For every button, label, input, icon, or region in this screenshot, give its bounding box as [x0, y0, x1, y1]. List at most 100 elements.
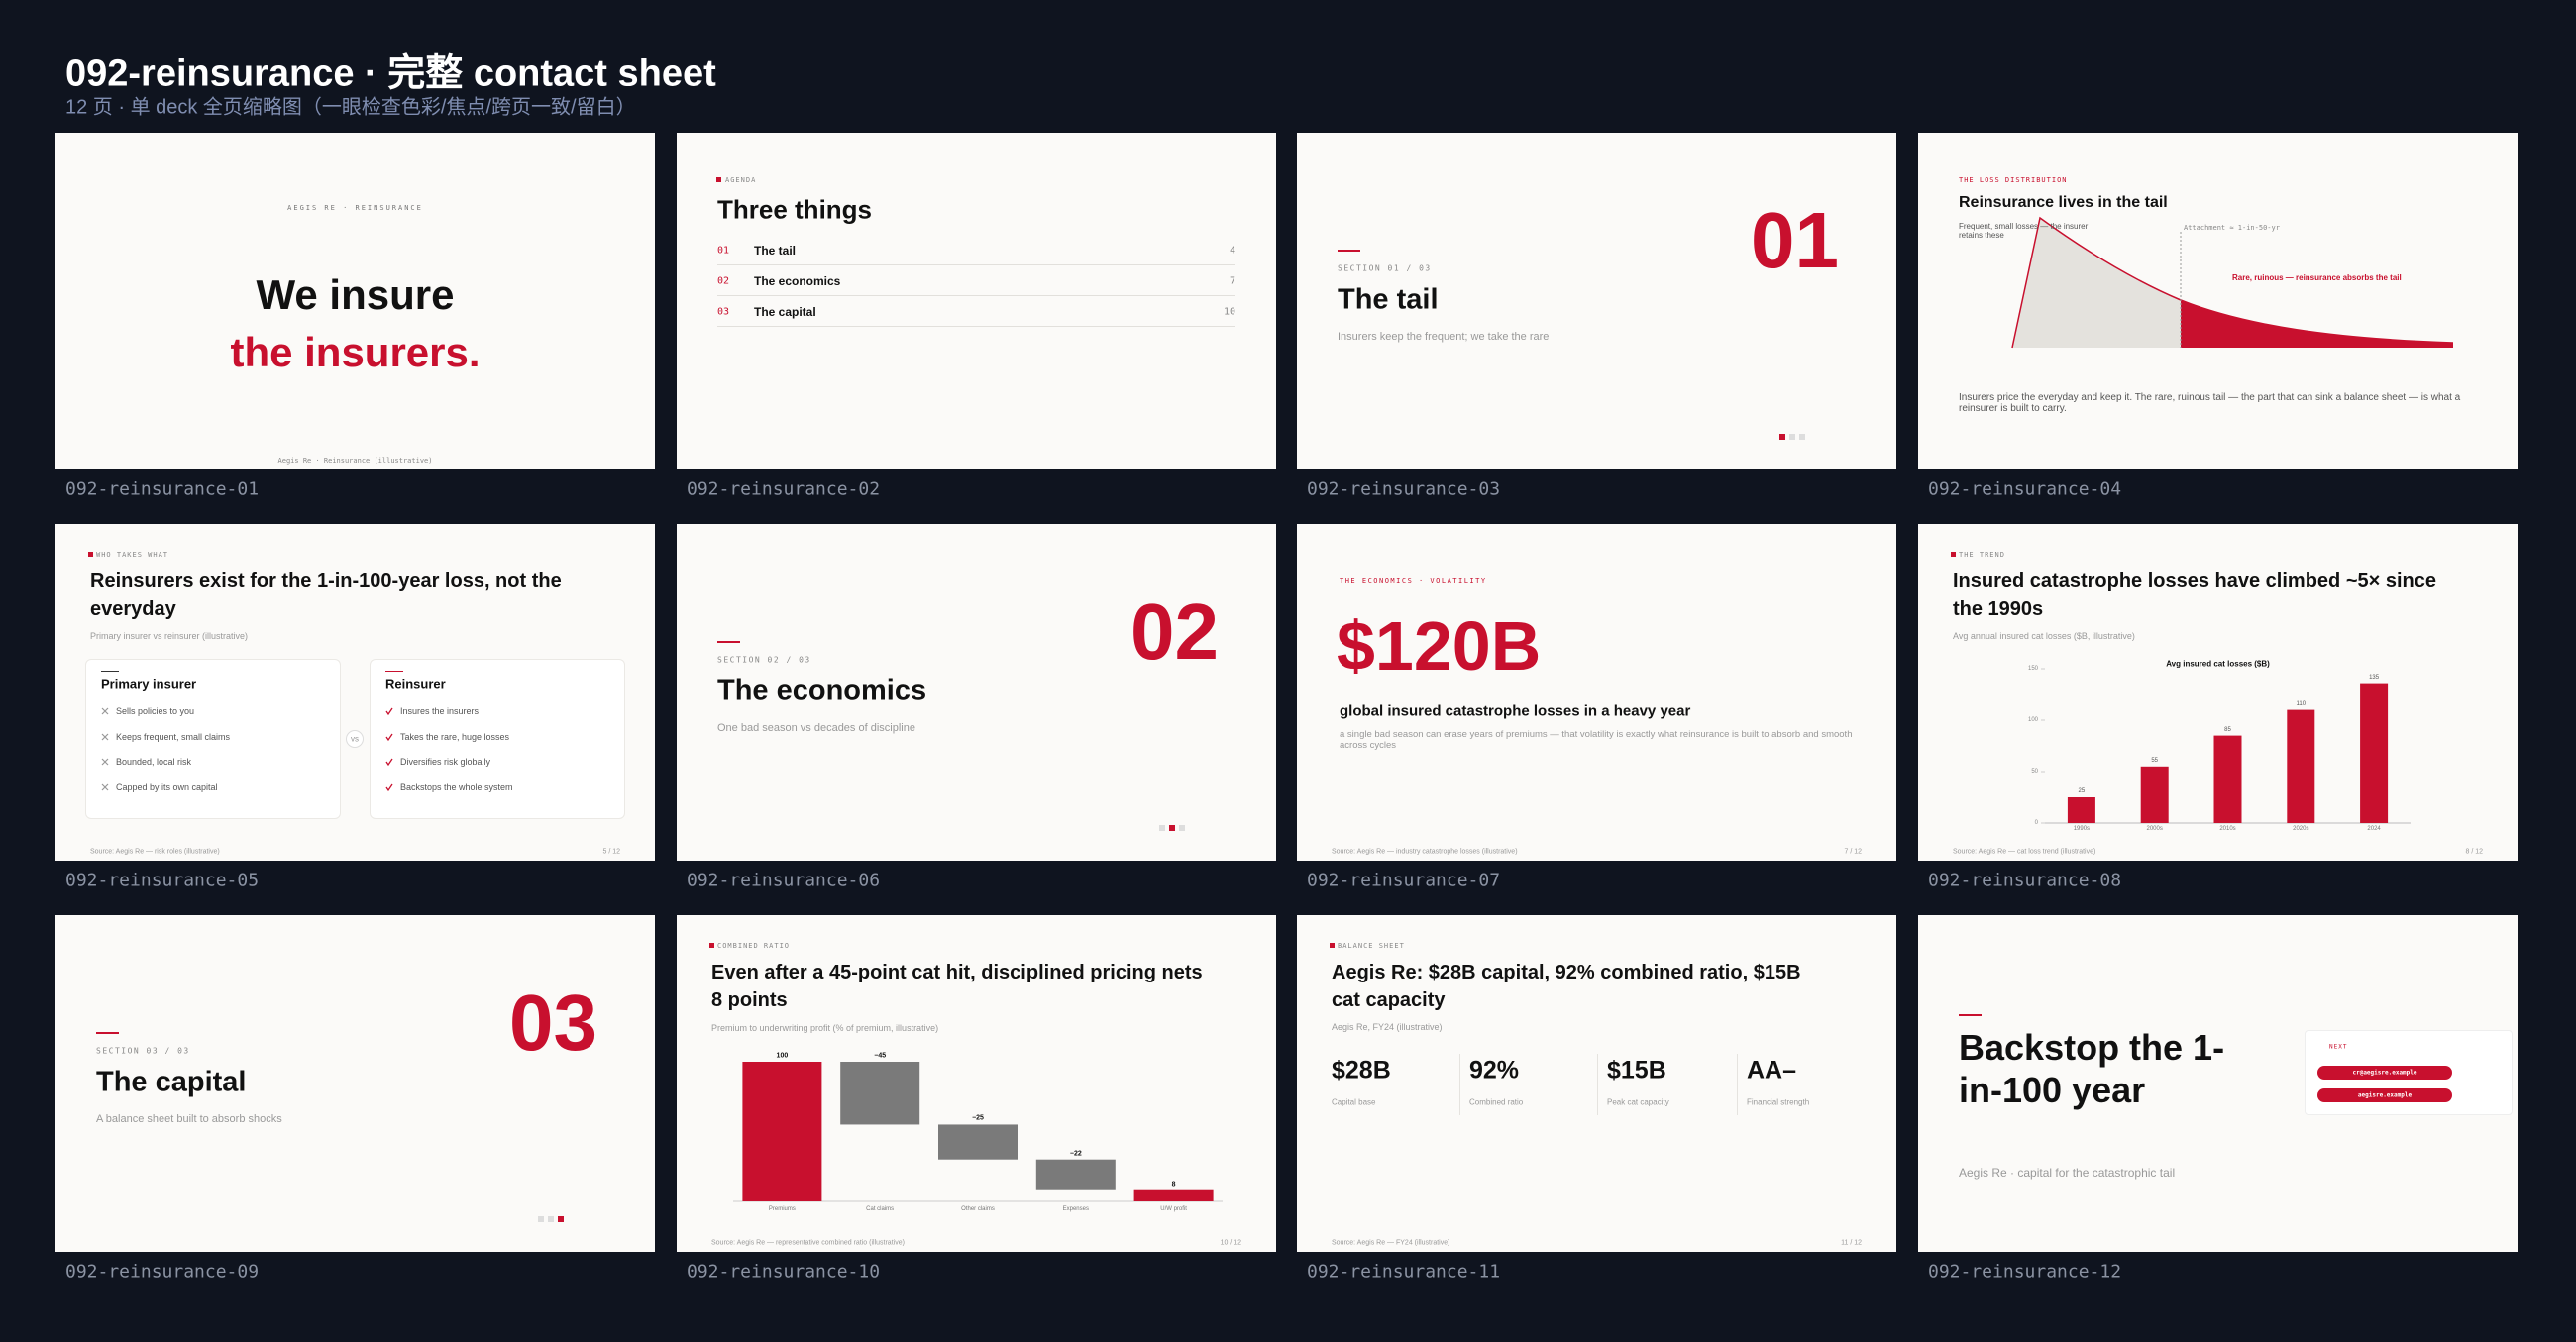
footer: Source: Aegis Re — industry catastrophe …	[1332, 848, 1518, 856]
section-number: 01	[1751, 196, 1839, 284]
bar	[742, 1062, 822, 1201]
x-tick-label: 2000s	[2146, 826, 2163, 832]
chart-title: Avg insured cat losses ($B)	[2166, 659, 2270, 669]
slide-label: 092-reinsurance-01	[65, 478, 260, 500]
check	[385, 733, 393, 741]
card-accent	[385, 671, 403, 672]
stat-divider	[1597, 1054, 1598, 1115]
title: Three things	[717, 194, 873, 225]
title: the insurers.	[230, 329, 481, 375]
next-label: NEXT	[2329, 1043, 2348, 1051]
headline: global insured catastrophe losses in a h…	[1340, 702, 1691, 720]
progress-dot	[1159, 825, 1165, 831]
kicker: AGENDA	[725, 176, 757, 184]
slide-label: 092-reinsurance-02	[687, 478, 881, 500]
subtitle: A balance sheet built to absorb shocks	[96, 1113, 282, 1125]
x-tick-label: 2010s	[2219, 826, 2236, 832]
bar	[1035, 1159, 1116, 1190]
title: Even after a 45-point cat hit, disciplin…	[711, 962, 1203, 1011]
x-tick-label: Premiums	[768, 1206, 796, 1212]
subtitle: One bad season vs decades of discipline	[717, 722, 915, 734]
y-tick-label: 0	[2034, 820, 2038, 826]
stat-divider	[1459, 1054, 1460, 1115]
link-button[interactable]: aegisre.example	[2317, 1088, 2452, 1102]
footer: Aegis Re · Reinsurance (illustrative)	[277, 457, 433, 465]
card-item: Bounded, local risk	[116, 757, 192, 767]
slide: COMBINED RATIO Even after a 45-point cat …	[677, 915, 1276, 1252]
slide-label: 092-reinsurance-04	[1928, 478, 2122, 500]
accent-line	[717, 641, 740, 643]
slide: AGENDA Three things 01 The tail 4 02 The econo…	[677, 133, 1276, 469]
cross	[101, 783, 109, 790]
title: We insure	[256, 271, 455, 318]
card	[85, 659, 341, 819]
section-label: SECTION 01 / 03	[1338, 263, 1432, 273]
title: The tail	[1338, 283, 1439, 316]
card-item: Diversifies risk globally	[400, 757, 491, 767]
graphic	[2011, 216, 2454, 349]
item-page: 10	[1223, 306, 1235, 318]
body: a single bad season can erase years of p…	[1340, 729, 1853, 751]
cross	[101, 707, 109, 715]
footer: Source: Aegis Re — FY24 (illustrative)	[1332, 1239, 1450, 1247]
page-number: 5 / 12	[602, 848, 620, 856]
check	[385, 783, 393, 791]
item-text: The capital	[754, 305, 816, 319]
versus-circle	[346, 730, 364, 748]
x-tick-label: 1990s	[2073, 826, 2091, 832]
card-item: Capped by its own capital	[116, 781, 218, 792]
kicker: BALANCE SHEET	[1338, 942, 1405, 950]
kicker: THE TREND	[1959, 551, 2005, 559]
graphic	[733, 1062, 1223, 1202]
title: Reinsurers exist for the 1-in-100-year l…	[90, 570, 562, 620]
accent-line	[96, 1032, 119, 1034]
subtitle: Aegis Re, FY24 (illustrative)	[1332, 1022, 1443, 1032]
separator	[717, 264, 1235, 265]
bar	[2360, 683, 2389, 823]
progress-dot	[1779, 434, 1785, 440]
page-number: 10 / 12	[1220, 1239, 1241, 1247]
y-tick-label: 100	[2027, 717, 2038, 723]
page-number: 7 / 12	[1844, 848, 1862, 856]
progress-dot	[538, 1216, 544, 1222]
kicker-marker	[716, 177, 721, 182]
cross-icon	[101, 733, 109, 740]
section-label: SECTION 03 / 03	[96, 1046, 190, 1056]
slide-label: 092-reinsurance-06	[687, 870, 881, 891]
bar	[1133, 1189, 1214, 1201]
value-label: 55	[2151, 757, 2159, 764]
check-icon	[385, 733, 393, 741]
kicker: THE LOSS DISTRIBUTION	[1959, 176, 2068, 184]
stat-label: Combined ratio	[1469, 1097, 1524, 1107]
check-icon	[385, 783, 393, 791]
footer: Source: Aegis Re — representative combin…	[711, 1239, 905, 1247]
slide: THE TREND Insured catastrophe losses have…	[1918, 524, 2518, 861]
x-tick-label: Other claims	[961, 1206, 995, 1212]
kicker-marker	[1330, 943, 1335, 948]
stat-value: $28B	[1332, 1056, 1391, 1084]
progress-dot	[1179, 825, 1185, 831]
slide: Backstop the 1-in-100 year Aegis Re · cap…	[1918, 915, 2518, 1252]
slide-label: 092-reinsurance-12	[1928, 1261, 2122, 1283]
y-tick-label: 150	[2027, 666, 2038, 671]
stat-value: AA–	[1747, 1056, 1797, 1084]
slide-label: 092-reinsurance-08	[1928, 870, 2122, 891]
cross	[101, 758, 109, 766]
item-page: 4	[1229, 245, 1235, 257]
card-item: Keeps frequent, small claims	[116, 731, 231, 742]
title: Backstop the 1-in-100 year	[1959, 1027, 2225, 1110]
slide-label: 092-reinsurance-10	[687, 1261, 881, 1283]
accent-line	[1338, 250, 1360, 252]
stat-divider	[1737, 1054, 1738, 1115]
sheet-subtitle: 12 页 · 单 deck 全页缩略图（一眼检查色彩/焦点/跨页一致/留白）	[65, 96, 636, 119]
slide: SECTION 01 / 03 The tail Insurers keep the…	[1297, 133, 1896, 469]
link-button[interactable]: cr@aegisre.example	[2317, 1066, 2452, 1080]
slide: BALANCE SHEET Aegis Re: $28B capital, 92%…	[1297, 915, 1896, 1252]
slide: SECTION 02 / 03 The economics One bad seas…	[677, 524, 1276, 861]
card-item: Insures the insurers	[400, 706, 480, 716]
stat-label: Peak cat capacity	[1607, 1097, 1669, 1107]
slide-label: 092-reinsurance-09	[65, 1261, 260, 1283]
stat-label: Financial strength	[1747, 1097, 1810, 1107]
value-label: 25	[2078, 788, 2086, 794]
